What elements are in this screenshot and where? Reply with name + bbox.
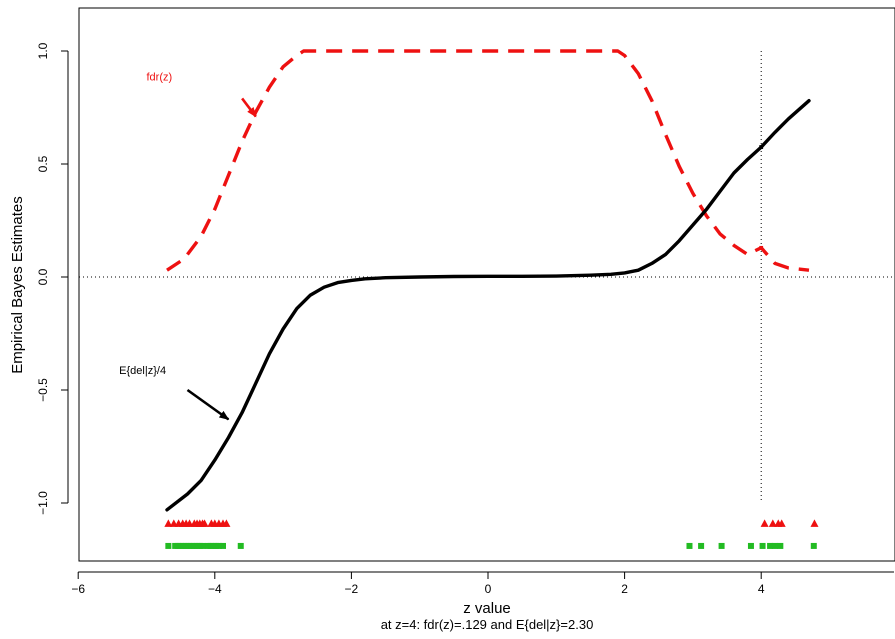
green-square-marker — [767, 542, 774, 549]
green-square-marker — [686, 542, 693, 549]
markers-layer — [164, 519, 819, 549]
red-triangle-marker — [768, 519, 777, 527]
red-triangle-marker — [200, 519, 209, 527]
green-square-marker — [698, 542, 705, 549]
red-triangle-marker — [777, 519, 786, 527]
fdr-arrow — [241, 97, 257, 118]
edel-arrow — [186, 388, 230, 421]
green-square-marker — [810, 542, 817, 549]
green-square-marker — [219, 542, 226, 549]
fdr-label: fdr(z) — [147, 71, 173, 83]
y-tick-label: 0.5 — [36, 155, 50, 172]
x-tick-label: −2 — [345, 582, 359, 596]
y-tick-label: 0.0 — [36, 268, 50, 285]
green-square-marker — [771, 542, 778, 549]
green-square-marker — [718, 542, 725, 549]
y-tick-label: 1.0 — [36, 42, 50, 59]
axes: −6−4−20246−1.0−0.50.00.51.0 — [36, 42, 895, 596]
green-square-marker — [759, 542, 766, 549]
y-tick-label: −0.5 — [36, 378, 50, 402]
y-axis-title: Empirical Bayes Estimates — [9, 196, 26, 374]
x-tick-label: 4 — [758, 582, 765, 596]
green-square-marker — [199, 542, 206, 549]
fdr-curve — [166, 49, 810, 272]
plot-frame — [78, 7, 895, 562]
red-triangle-marker — [164, 519, 173, 527]
green-square-marker — [777, 542, 784, 549]
red-triangle-marker — [222, 519, 231, 527]
series-layer — [165, 49, 811, 512]
x-axis-title: z value — [463, 600, 511, 617]
chart-subtitle: at z=4: fdr(z)=.129 and E{del|z}=2.30 — [381, 617, 594, 632]
green-square-marker — [215, 542, 222, 549]
green-square-marker — [237, 542, 244, 549]
red-triangle-marker — [760, 519, 769, 527]
green-square-marker — [747, 542, 754, 549]
green-square-marker — [165, 542, 172, 549]
x-tick-label: 2 — [621, 582, 628, 596]
z4-point — [759, 245, 764, 250]
x-tick-label: −4 — [208, 582, 222, 596]
x-tick-label: 0 — [485, 582, 492, 596]
annotations-layer: fdr(z) E{del|z}/4 — [119, 71, 257, 421]
edel-label: E{del|z}/4 — [119, 365, 166, 377]
x-tick-label: −6 — [71, 582, 85, 596]
red-triangle-marker — [810, 519, 819, 527]
y-tick-label: −1.0 — [36, 491, 50, 515]
edel-curve — [165, 98, 811, 512]
z4-point — [759, 145, 764, 149]
